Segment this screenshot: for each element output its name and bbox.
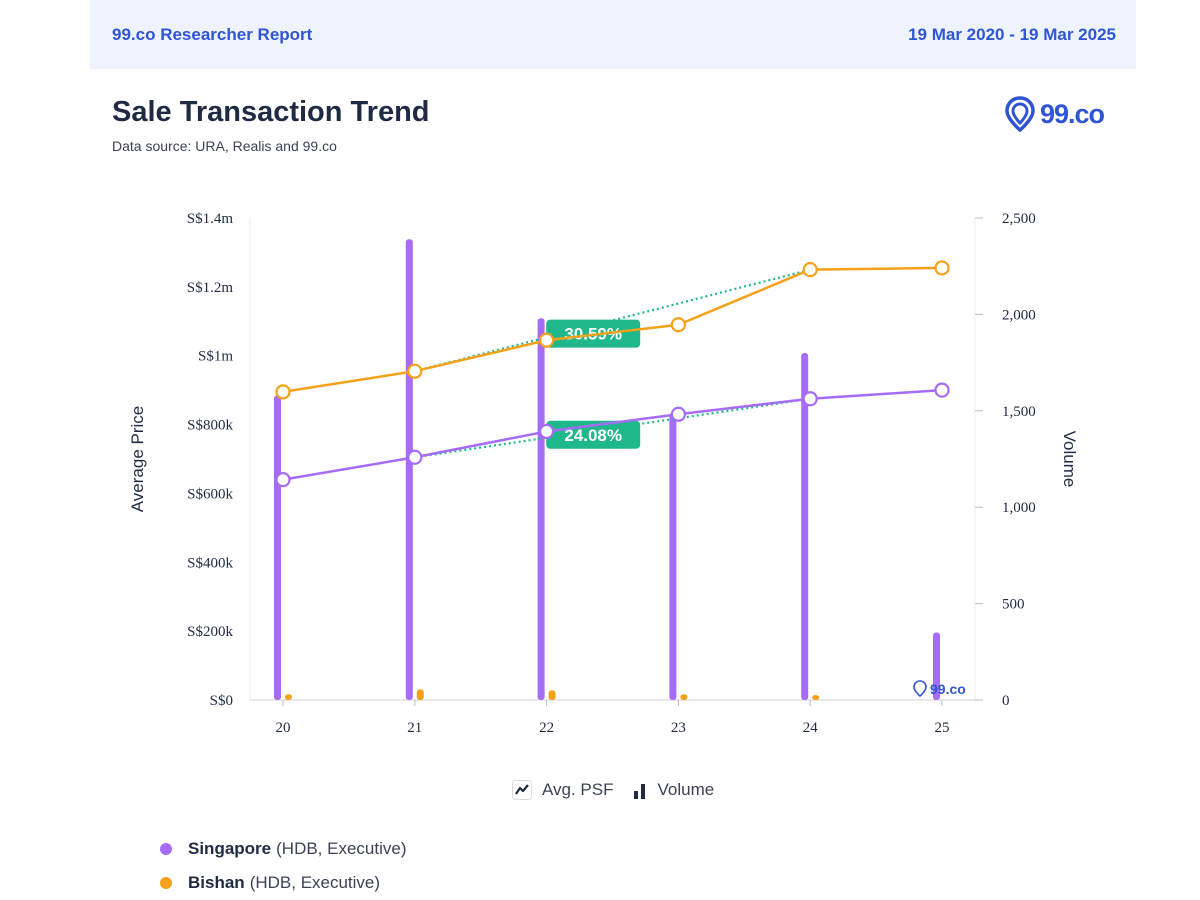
volume-bar — [669, 412, 677, 700]
price-point — [802, 262, 818, 278]
legend-volume[interactable]: Volume — [632, 780, 715, 800]
price-point — [670, 317, 687, 333]
brand-logo: 99.co — [1005, 94, 1105, 134]
series-legend-bishan: Bishan (HDB, Executive) — [160, 866, 407, 900]
volume-bar — [801, 352, 809, 700]
y-tick-label: S$800k — [187, 418, 233, 434]
chart-subtitle: Data source: URA, Realis and 99.co — [112, 138, 337, 154]
x-tick-label: 21 — [407, 720, 422, 736]
y-tick-label: S$0 — [210, 693, 233, 709]
series-desc: (HDB, Executive) — [276, 839, 407, 858]
volume-bar — [274, 395, 281, 700]
y-tick-label: S$1m — [198, 349, 233, 365]
legend-avg-psf-label: Avg. PSF — [542, 780, 614, 799]
series-desc: (HDB, Executive) — [249, 873, 381, 892]
y-tick-label: S$1.2m — [187, 280, 234, 296]
price-point — [275, 384, 291, 400]
date-range: 19 Mar 2020 - 19 Mar 2025 — [908, 25, 1116, 44]
series-name: Singapore — [188, 839, 272, 858]
trend-badge-label: 24.08% — [564, 426, 622, 445]
logo-text: 99.co — [1040, 98, 1105, 129]
x-tick-label: 25 — [935, 720, 950, 736]
y-tick-label: S$200k — [187, 624, 233, 640]
volume-bar — [812, 695, 820, 700]
y2-tick-label: 1,000 — [1002, 500, 1036, 516]
price-point — [407, 363, 423, 379]
y2-tick-label: 2,500 — [1002, 211, 1036, 227]
price-point — [275, 472, 291, 488]
line-chart-icon — [512, 780, 532, 800]
y-tick-label: S$400k — [187, 555, 233, 571]
x-tick-label: 22 — [539, 720, 554, 736]
volume-bar — [548, 690, 556, 700]
legend-avg-psf[interactable]: Avg. PSF — [512, 780, 614, 800]
report-label: 99.co Researcher Report — [112, 25, 313, 44]
bar-chart-icon — [633, 784, 645, 799]
y2-tick-label: 500 — [1002, 597, 1025, 613]
price-point — [802, 391, 818, 407]
bishan-swatch — [160, 877, 172, 889]
y2-tick-label: 0 — [1002, 693, 1010, 709]
y-tick-label: S$600k — [187, 486, 233, 502]
price-point — [407, 449, 423, 465]
watermark-text: 99.co — [930, 681, 966, 697]
singapore-swatch — [160, 843, 172, 855]
price-point — [670, 406, 687, 422]
price-line — [282, 388, 943, 481]
volume-bar — [537, 318, 545, 700]
chart-title: Sale Transaction Trend — [112, 96, 430, 128]
location-pin-icon — [1005, 96, 1035, 132]
legend-volume-label: Volume — [657, 780, 715, 799]
series-legend-singapore: Singapore (HDB, Executive) — [160, 832, 407, 866]
y2-tick-label: 2,000 — [1002, 307, 1036, 323]
y2-tick-label: 1,500 — [1002, 404, 1036, 420]
price-point — [538, 332, 555, 348]
volume-bar — [933, 632, 940, 700]
series-legend: Singapore (HDB, Executive) Bishan (HDB, … — [160, 832, 407, 900]
y2-axis-title: Volume — [1060, 431, 1079, 488]
x-tick-label: 23 — [671, 720, 686, 736]
chart-legend: Avg. PSF Volume — [512, 780, 732, 800]
price-point — [934, 260, 950, 276]
price-point — [538, 423, 555, 440]
trend-line — [414, 268, 811, 373]
y-tick-label: S$1.4m — [187, 211, 234, 227]
trend-line — [414, 397, 811, 459]
volume-bar — [416, 689, 424, 700]
series-name: Bishan — [188, 873, 245, 892]
x-tick-label: 20 — [276, 720, 291, 736]
watermark-pin-icon — [913, 680, 927, 698]
volume-bar — [680, 694, 688, 700]
report-banner: 99.co Researcher Report 19 Mar 2020 - 19… — [90, 0, 1136, 69]
volume-bar — [405, 239, 413, 700]
x-tick-label: 24 — [803, 720, 819, 736]
volume-bar — [285, 694, 292, 700]
price-point — [934, 382, 950, 398]
y-axis-title: Average Price — [128, 406, 147, 512]
price-line — [282, 266, 943, 394]
